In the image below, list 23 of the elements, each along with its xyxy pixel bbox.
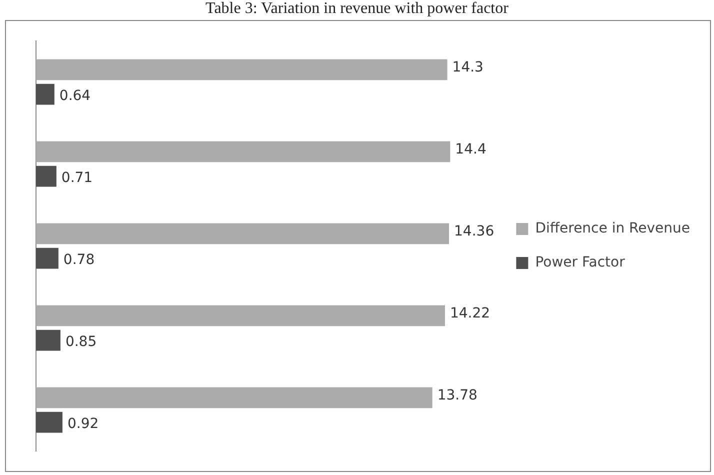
data-label: 14.22 bbox=[450, 305, 490, 322]
data-label: 0.64 bbox=[59, 88, 91, 104]
bar bbox=[36, 412, 62, 433]
bar bbox=[36, 141, 450, 162]
bar bbox=[36, 166, 56, 187]
bar bbox=[36, 387, 432, 408]
data-label: 14.36 bbox=[454, 223, 494, 240]
bar bbox=[36, 223, 450, 244]
bar bbox=[36, 59, 448, 80]
bar bbox=[36, 248, 58, 269]
data-label: 0.85 bbox=[65, 334, 97, 350]
legend-label: Difference in Revenue bbox=[535, 220, 690, 237]
data-label: 0.78 bbox=[63, 252, 95, 268]
legend-label: Power Factor bbox=[535, 254, 626, 271]
data-label: 0.92 bbox=[67, 416, 99, 432]
bar bbox=[36, 330, 60, 351]
bar bbox=[36, 305, 445, 326]
data-label: 14.3 bbox=[452, 59, 484, 76]
data-label: 14.4 bbox=[455, 141, 486, 158]
data-label: 13.78 bbox=[437, 387, 478, 404]
data-label: 0.71 bbox=[61, 170, 93, 186]
bar bbox=[36, 84, 54, 105]
chart-title: Table 3: Variation in revenue with power factor bbox=[204, 0, 510, 18]
